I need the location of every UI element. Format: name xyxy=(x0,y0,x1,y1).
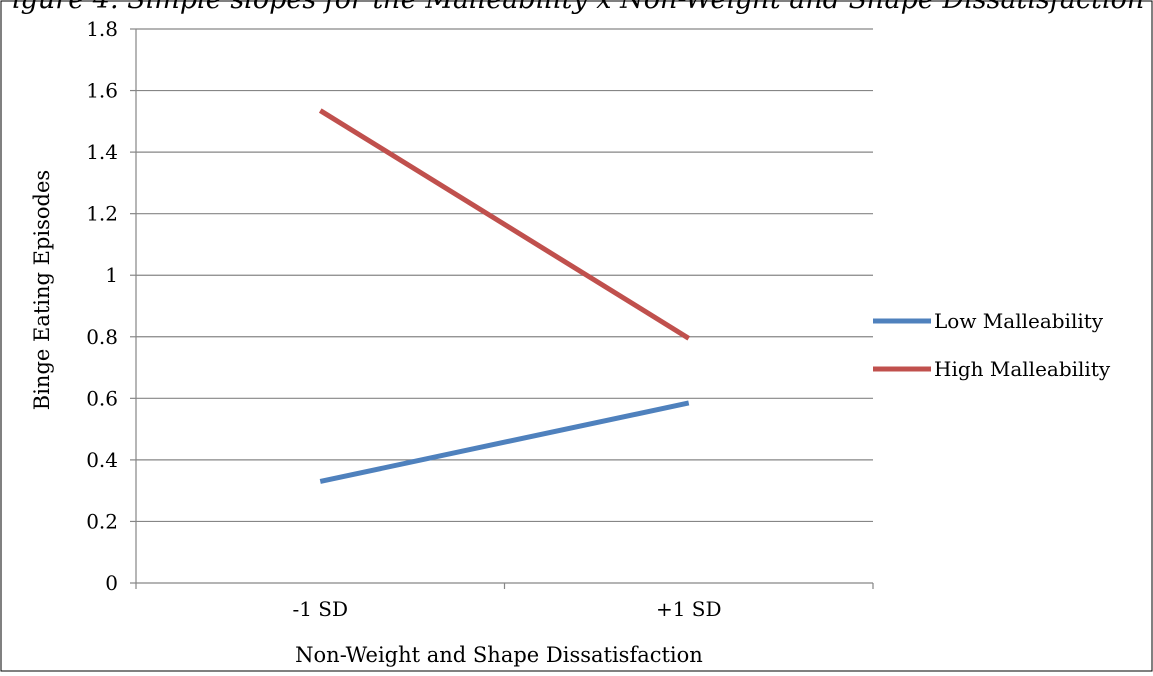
x-tick-label: -1 SD xyxy=(292,597,348,621)
y-tick-label: 0.2 xyxy=(86,509,118,533)
series-lines xyxy=(318,108,691,484)
y-axis-ticks: 0 0.2 0.4 0.6 0.8 1 1.2 1.4 1.6 1.8 xyxy=(86,17,136,595)
y-tick-label: 1 xyxy=(105,263,118,287)
legend: Low Malleability High Malleability xyxy=(873,309,1111,381)
y-axis-title: Binge Eating Episodes xyxy=(30,170,54,410)
y-tick-label: 1.8 xyxy=(86,17,118,41)
series-line-high-malleability xyxy=(318,108,691,341)
y-tick-label: 0.8 xyxy=(86,325,118,349)
gridlines xyxy=(136,28,873,523)
y-tick-label: 0 xyxy=(105,571,118,595)
legend-label: High Malleability xyxy=(934,357,1111,381)
y-tick-label: 1.2 xyxy=(86,202,118,226)
x-axis-title: Non-Weight and Shape Dissatisfaction xyxy=(295,643,703,667)
figure-caption: igure 4. Simple slopes for the Malleabil… xyxy=(12,0,1153,15)
x-axis-ticks: -1 SD +1 SD xyxy=(135,583,874,621)
y-tick-label: 1.4 xyxy=(86,140,118,164)
legend-label: Low Malleability xyxy=(934,309,1104,333)
x-tick-label: +1 SD xyxy=(656,597,722,621)
y-tick-label: 0.6 xyxy=(86,386,118,410)
series-line-low-malleability xyxy=(319,400,690,484)
y-tick-label: 0.4 xyxy=(86,448,118,472)
y-tick-label: 1.6 xyxy=(86,79,118,103)
